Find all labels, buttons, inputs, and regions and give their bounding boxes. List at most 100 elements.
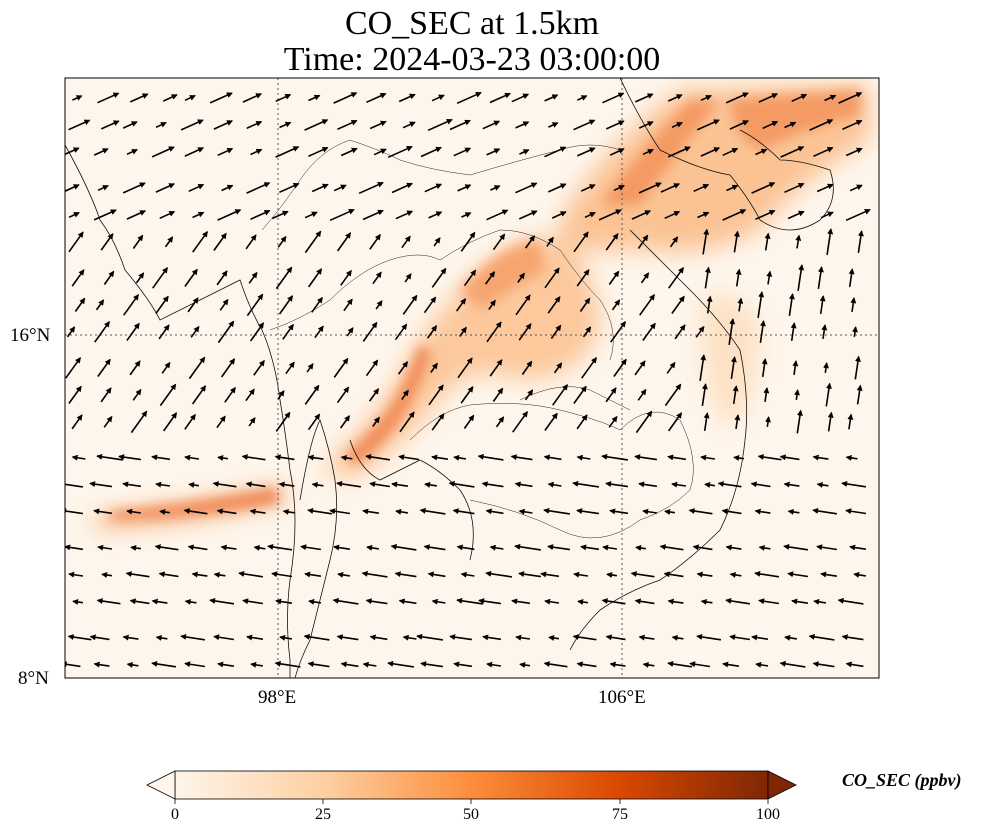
wind-arrow (220, 358, 236, 378)
wind-arrow (161, 361, 171, 374)
wind-arrow (192, 211, 205, 219)
wind-arrow (790, 322, 797, 342)
wind-arrow (369, 120, 387, 130)
wind-arrow (699, 354, 707, 382)
wind-arrow (845, 454, 858, 461)
wind-arrow (311, 296, 323, 313)
wind-arrow (667, 660, 693, 668)
wind-arrow (667, 94, 683, 102)
wind-arrow (431, 94, 445, 102)
wind-arrow (845, 208, 871, 222)
wind-arrow (372, 416, 380, 427)
wind-arrow (735, 268, 742, 287)
wind-arrow (730, 356, 737, 380)
colorbar-tick-25: 25 (315, 806, 331, 823)
wind-arrow (703, 412, 710, 432)
wind-arrow (456, 91, 482, 105)
wind-arrow (159, 509, 171, 515)
wind-arrow (333, 544, 351, 551)
colorbar-tick-50: 50 (463, 806, 479, 823)
wind-arrow (221, 184, 234, 192)
wind-arrow (543, 507, 571, 515)
wind-arrow (576, 508, 600, 515)
wind-arrow (74, 297, 86, 312)
wind-arrow (430, 362, 438, 373)
wind-arrow (725, 544, 742, 551)
wind-arrow (213, 120, 234, 130)
wind-arrow (821, 324, 828, 340)
wind-arrow (514, 543, 542, 551)
wind-arrow (642, 148, 654, 156)
wind-arrow (282, 323, 294, 340)
wind-arrow (850, 297, 857, 313)
wind-arrow (209, 597, 235, 605)
wind-arrow (184, 661, 206, 668)
wind-arrow (395, 210, 414, 220)
wind-arrow (155, 183, 176, 193)
wind-arrow (300, 544, 322, 551)
wind-arrow (544, 412, 558, 431)
wind-arrow (187, 544, 208, 551)
wind-arrow (184, 94, 196, 102)
wind-arrow (424, 481, 438, 488)
colorbar-extend-low (146, 770, 176, 800)
wind-arrow (524, 389, 534, 401)
wind-arrow (485, 508, 504, 515)
wind-arrow (543, 661, 568, 668)
wind-arrow (190, 325, 200, 338)
wind-arrow (97, 92, 120, 104)
lon-tick-98E: 98°E (258, 687, 297, 708)
wind-arrow (576, 147, 596, 157)
wind-arrow (427, 118, 453, 132)
wind-arrow (783, 481, 800, 488)
wind-arrow (664, 509, 676, 515)
wind-arrow (155, 121, 167, 129)
wind-arrow (217, 455, 229, 461)
wind-arrow (841, 480, 867, 488)
wind-arrow (576, 414, 588, 430)
wind-arrow (700, 147, 721, 157)
wind-arrow (792, 360, 799, 376)
wind-arrow (329, 208, 355, 222)
wind-arrow (495, 416, 505, 428)
wind-arrow (184, 413, 196, 430)
wind-arrow (460, 571, 475, 578)
wind-arrow (572, 634, 597, 641)
wind-arrow (397, 361, 409, 375)
wind-arrow (609, 148, 625, 156)
wind-arrow (726, 184, 739, 192)
wind-arrow (368, 388, 380, 402)
wind-arrow (635, 545, 647, 551)
wind-arrow (518, 571, 542, 578)
wind-arrow (65, 661, 81, 668)
wind-arrow (453, 147, 472, 157)
wind-arrow (103, 415, 113, 428)
wind-arrow (492, 233, 506, 251)
wind-arrow (180, 633, 206, 641)
wind-arrow (130, 545, 142, 551)
wind-arrow (544, 94, 559, 102)
wind-arrow (452, 508, 475, 515)
wind-arrow (757, 454, 782, 461)
wind-arrow (518, 210, 538, 220)
wind-arrow (524, 235, 536, 249)
wind-arrow (573, 231, 589, 253)
wind-arrow (634, 93, 654, 103)
wind-arrow (188, 482, 200, 488)
wind-arrow (463, 269, 477, 287)
wind-arrow (126, 148, 138, 156)
wind-arrow (638, 182, 662, 194)
wind-arrow (241, 454, 266, 461)
wind-arrow (482, 120, 501, 130)
wind-arrow (449, 634, 473, 641)
wind-arrow (246, 120, 263, 130)
wind-arrow (817, 266, 824, 290)
wind-arrow (838, 92, 863, 104)
wind-arrow (486, 209, 509, 221)
wind-arrow (245, 481, 266, 488)
wind-arrow (159, 210, 176, 220)
wind-arrow (340, 147, 358, 157)
wind-arrow (279, 182, 300, 194)
wind-arrow (602, 544, 618, 551)
